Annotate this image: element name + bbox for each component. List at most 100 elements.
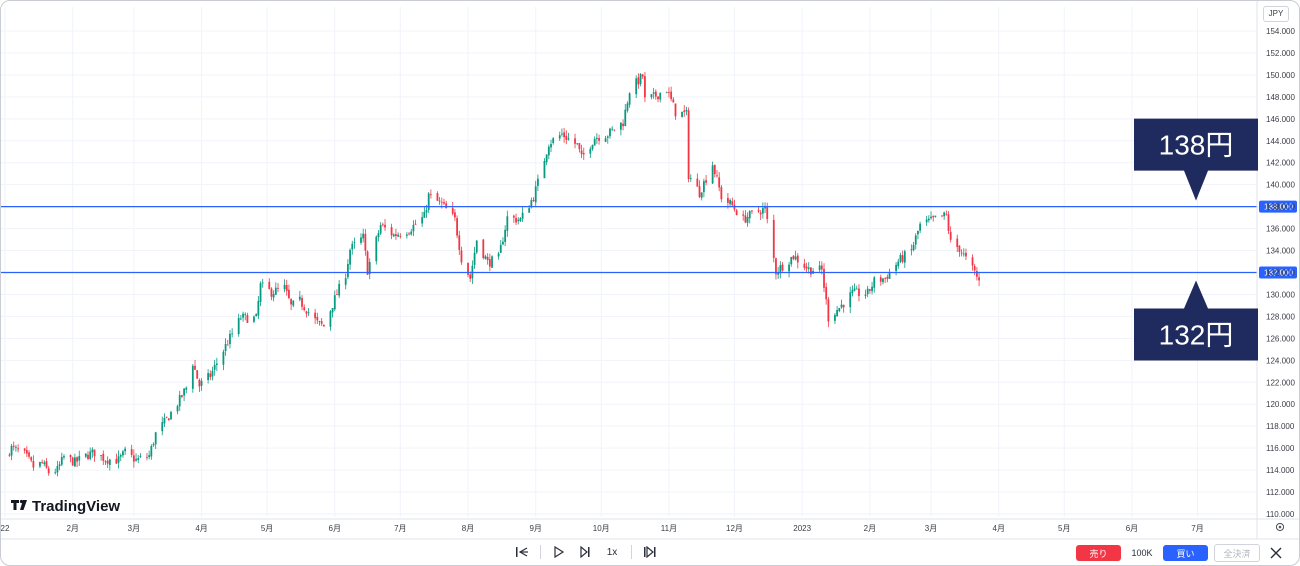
candle	[910, 244, 913, 256]
callout-label: 138円	[1159, 130, 1234, 161]
y-tick-label: 136.000	[1266, 225, 1295, 234]
candle	[100, 454, 102, 461]
candle	[181, 394, 183, 399]
candle	[757, 206, 760, 214]
candle	[561, 128, 563, 137]
play-icon[interactable]	[548, 542, 570, 562]
candle	[375, 235, 378, 265]
candle	[792, 255, 795, 261]
candle	[657, 96, 659, 103]
candle	[368, 258, 371, 280]
candle	[139, 453, 142, 458]
close-icon[interactable]	[1267, 545, 1285, 561]
candle	[10, 443, 13, 461]
candle	[292, 300, 295, 308]
candle	[962, 248, 965, 257]
candle	[488, 253, 491, 272]
candle	[502, 237, 504, 245]
candle	[790, 256, 793, 267]
candle	[689, 174, 692, 182]
tradingview-logo: TradingView	[11, 498, 120, 515]
candle	[766, 202, 769, 224]
candle	[298, 290, 301, 302]
candle	[130, 444, 133, 458]
candle	[659, 92, 662, 103]
candle	[696, 173, 699, 187]
candle	[834, 313, 836, 325]
step-forward-icon[interactable]	[574, 542, 596, 562]
candle	[720, 185, 723, 203]
candle	[185, 386, 188, 394]
candle	[515, 213, 517, 225]
candle	[76, 456, 78, 468]
candle	[222, 349, 225, 371]
candle	[927, 215, 930, 223]
price-callouts: 138円 132円	[1134, 118, 1258, 361]
settings-gear-icon[interactable]	[1275, 522, 1285, 532]
y-tick-label: 150.000	[1266, 71, 1295, 80]
candle	[196, 370, 199, 379]
price-axis[interactable]: 110.000 112.000 114.000 116.000 118.000 120.0…	[1256, 1, 1295, 539]
sell-button[interactable]: 売り	[1076, 545, 1121, 561]
candle	[71, 456, 74, 466]
jump-to-start-icon[interactable]	[511, 542, 533, 562]
candle	[242, 311, 244, 322]
candle	[652, 87, 655, 99]
y-tick-label: 138.000	[1266, 203, 1295, 212]
candle	[580, 144, 583, 159]
speed-selector[interactable]: 1x	[606, 546, 618, 558]
candle	[552, 137, 555, 145]
x-tick-label: 4月	[195, 524, 207, 533]
candles	[8, 72, 980, 477]
candle	[941, 215, 943, 218]
x-tick-label: 22	[1, 524, 10, 533]
candle	[122, 449, 124, 458]
candle	[176, 404, 179, 415]
buy-button[interactable]: 買い	[1163, 545, 1208, 561]
time-axis[interactable]: 22 2月 3月 4月 5月 6月 7月 8月 9月 10月 11月 12月 2023 2月 3月 4月 5月 6…	[1, 518, 1299, 540]
candle	[886, 274, 889, 283]
candle	[150, 444, 153, 460]
candle	[606, 135, 609, 144]
candle	[578, 142, 581, 153]
currency-selector[interactable]: JPY	[1263, 6, 1289, 22]
candle	[567, 132, 570, 141]
y-tick-label: 112.000	[1266, 488, 1295, 497]
candle	[504, 225, 507, 247]
candle	[366, 250, 369, 275]
x-tick-label: 2月	[864, 524, 876, 533]
candle	[868, 288, 871, 294]
x-tick-label: 3月	[925, 524, 937, 533]
candle	[87, 451, 89, 461]
candle	[353, 237, 356, 249]
candle	[713, 164, 716, 178]
candle	[604, 135, 607, 143]
candle	[849, 286, 852, 314]
candle	[69, 454, 72, 463]
candle	[423, 205, 426, 218]
candle	[705, 174, 707, 186]
candle	[838, 307, 841, 313]
jump-to-realtime-icon[interactable]	[639, 542, 661, 562]
candle	[973, 263, 976, 276]
candle	[609, 127, 611, 139]
trade-panel: 売り 100K 買い 全決済	[1076, 544, 1260, 562]
candle	[146, 452, 148, 461]
candle	[558, 131, 561, 141]
candle	[443, 198, 445, 205]
candle	[239, 314, 242, 321]
candle	[912, 242, 915, 252]
separator	[540, 545, 541, 559]
candle	[78, 450, 81, 466]
close-all-button[interactable]: 全決済	[1214, 544, 1260, 562]
candle	[346, 259, 349, 280]
candle	[882, 277, 884, 285]
candle	[956, 234, 959, 253]
candle	[28, 450, 30, 459]
candle	[698, 180, 701, 199]
candle	[344, 273, 347, 290]
candle	[322, 324, 325, 327]
quantity-field[interactable]: 100K	[1131, 548, 1153, 558]
candle	[825, 282, 828, 305]
